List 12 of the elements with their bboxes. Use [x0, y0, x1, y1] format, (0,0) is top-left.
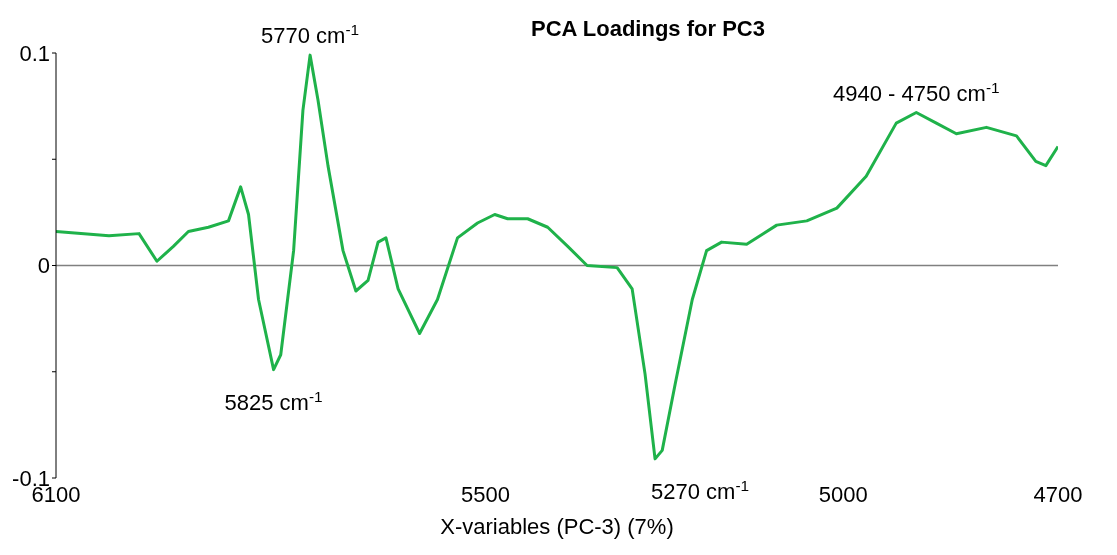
chart-title: PCA Loadings for PC3 [531, 16, 765, 41]
line-series [56, 53, 1058, 461]
y-tick-label: 0.1 [19, 40, 50, 66]
x-tick-label: 4700 [1033, 481, 1083, 507]
x-tick-label: 5000 [818, 481, 868, 507]
annotation: 5770 cm$^{-1}$ [261, 20, 360, 49]
annotation: 5825 cm$^{-1}$ [224, 387, 323, 415]
annotation: 4940 - 4750 cm$^{-1}$ [833, 78, 1000, 106]
annotation: 5270 cm$^{-1}$ [651, 476, 750, 504]
x-axis-title: X-variables (PC-3) (7%) [439, 514, 675, 540]
y-tick-label: 0 [37, 253, 50, 279]
x-tick-label: 5500 [460, 481, 510, 507]
